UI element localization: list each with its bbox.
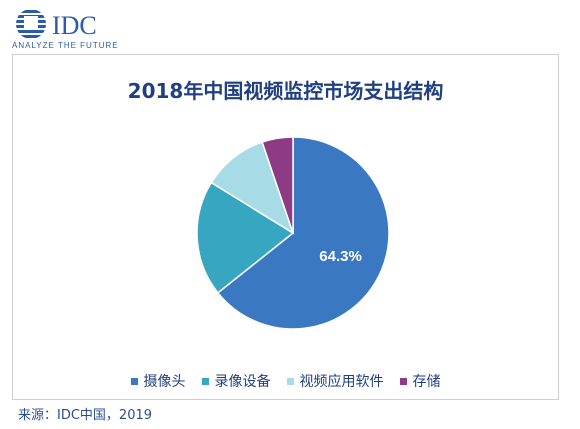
pie-slice-1 — [196, 181, 295, 294]
legend-item-1: 录像设备 — [201, 371, 271, 391]
pie-slice-0 — [216, 136, 390, 330]
legend-item-3: 存储 — [399, 371, 441, 391]
legend-swatch — [399, 377, 407, 385]
legend-swatch — [286, 377, 294, 385]
pie-slice-2 — [210, 141, 295, 235]
chart-legend: 摄像头 录像设备 视频应用软件 存储 — [13, 371, 558, 391]
pie-chart: 64.3% — [196, 136, 390, 330]
idc-logo: IDC ANALYZE THE FUTURE — [12, 6, 162, 50]
logo-wordmark: IDC — [52, 11, 97, 40]
legend-item-2: 视频应用软件 — [286, 371, 384, 391]
source-note: 来源：IDC中国，2019 — [18, 408, 153, 423]
pie-slice-0-label: 64.3% — [319, 248, 362, 265]
legend-item-0: 摄像头 — [130, 371, 186, 391]
chart-title: 2018年中国视频监控市场支出结构 — [127, 79, 444, 103]
legend-label: 存储 — [412, 374, 441, 390]
logo-tagline: ANALYZE THE FUTURE — [12, 41, 119, 50]
legend-swatch — [201, 377, 209, 385]
legend-swatch — [130, 377, 138, 385]
pie-slice-3 — [261, 136, 294, 234]
legend-label: 摄像头 — [143, 374, 186, 390]
legend-label: 录像设备 — [214, 374, 271, 390]
chart-card: 2018年中国视频监控市场支出结构 64.3% 摄像头 录像设备 视频应用软件 存储 — [12, 54, 559, 400]
globe-icon — [16, 9, 46, 39]
legend-label: 视频应用软件 — [299, 374, 384, 390]
